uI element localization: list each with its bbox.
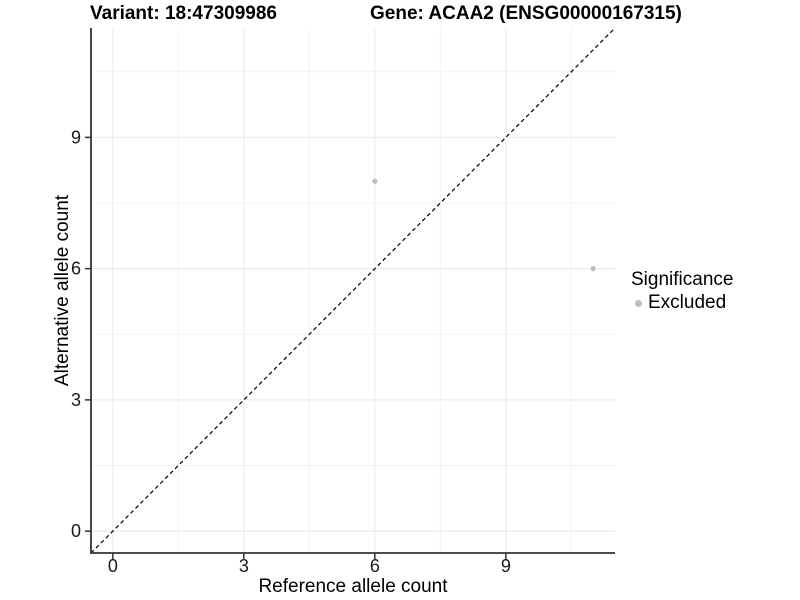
y-axis-title: Alternative allele count xyxy=(52,194,73,386)
data-points xyxy=(372,178,596,272)
plot-title-gene: Gene: ACAA2 (ENSG00000167315) xyxy=(370,3,682,24)
x-axis-title: Reference allele count xyxy=(258,576,448,597)
x-tick-label: 6 xyxy=(370,556,380,576)
y-tick-label: 9 xyxy=(71,127,81,147)
legend: Significance Excluded xyxy=(631,269,733,314)
x-tick-label: 9 xyxy=(501,556,511,576)
identity-line xyxy=(90,27,616,554)
legend-item-excluded: Excluded xyxy=(635,292,733,314)
y-tick-label: 3 xyxy=(71,390,81,410)
data-point xyxy=(590,266,596,272)
axis-lines xyxy=(90,28,615,554)
legend-point-icon xyxy=(635,299,642,307)
y-tick-labels: 0 3 6 9 xyxy=(71,127,81,541)
data-point xyxy=(372,178,378,184)
legend-item-label: Excluded xyxy=(648,292,727,313)
tick-marks xyxy=(85,136,507,559)
y-tick-label: 6 xyxy=(71,259,81,279)
grid-minor xyxy=(91,28,615,553)
x-tick-label: 3 xyxy=(239,556,249,576)
legend-title: Significance xyxy=(631,269,734,290)
y-tick-label: 0 xyxy=(71,521,81,541)
axis-titles: Reference allele count Alternative allele… xyxy=(52,194,448,597)
plot-title-variant: Variant: 18:47309986 xyxy=(90,3,277,24)
grid-major xyxy=(91,28,615,553)
x-tick-labels: 0 3 6 9 xyxy=(108,556,511,576)
x-tick-label: 0 xyxy=(108,556,118,576)
